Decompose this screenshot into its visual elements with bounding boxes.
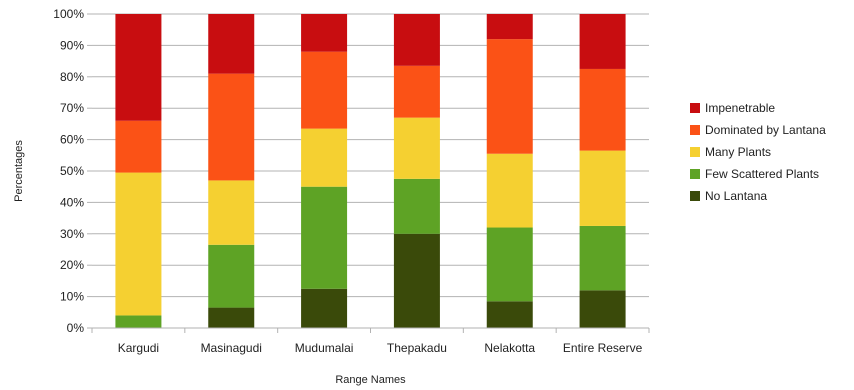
y-tick-label: 40% <box>60 195 84 209</box>
bar-segment <box>115 172 162 316</box>
bar-segment <box>115 120 162 173</box>
y-tick-label: 80% <box>60 70 84 84</box>
bar-segment <box>301 14 348 52</box>
bar-segment <box>301 128 348 187</box>
legend-label: No Lantana <box>705 189 767 203</box>
x-tick-label: Nelakotta <box>484 341 535 355</box>
legend-label: Dominated by Lantana <box>705 123 826 137</box>
legend-swatch <box>690 125 700 135</box>
x-tick-label: Entire Reserve <box>563 341 643 355</box>
bar-segment <box>486 301 533 328</box>
legend-swatch <box>690 191 700 201</box>
bar-segment <box>208 307 255 328</box>
y-axis-ticks: 0% 10% 20% 30% 40% 50% 60% 70% 80% 90% 100% <box>53 7 92 335</box>
bar-segment <box>393 117 440 179</box>
bar-segment <box>208 180 255 245</box>
bar-segment <box>486 14 533 40</box>
x-tick-label: Mudumalai <box>295 341 354 355</box>
x-tick-label: Masinagudi <box>201 341 262 355</box>
bar-segment <box>301 186 348 289</box>
bar-segment <box>486 39 533 154</box>
legend: Impenetrable Dominated by Lantana Many Pla… <box>690 101 826 203</box>
y-tick-label: 20% <box>60 258 84 272</box>
bar-segment <box>208 244 255 308</box>
y-tick-label: 70% <box>60 101 84 115</box>
bar-segment <box>579 68 626 151</box>
bars <box>115 14 626 328</box>
y-tick-label: 90% <box>60 38 84 52</box>
bar-segment <box>486 153 533 228</box>
bar-segment <box>579 14 626 69</box>
bar-segment <box>115 315 162 328</box>
y-axis-title: Percentages <box>13 140 25 202</box>
x-tick-label: Thepakadu <box>387 341 447 355</box>
x-tick-label: Kargudi <box>118 341 159 355</box>
bar-segment <box>301 288 348 328</box>
bar-segment <box>115 14 162 121</box>
x-axis-title: Range Names <box>335 374 406 386</box>
bar-segment <box>579 150 626 226</box>
y-tick-label: 10% <box>60 290 84 304</box>
legend-swatch <box>690 103 700 113</box>
y-tick-label: 30% <box>60 227 84 241</box>
legend-label: Impenetrable <box>705 101 775 115</box>
grid-lines <box>92 13 649 329</box>
legend-swatch <box>690 169 700 179</box>
bar-segment <box>393 14 440 66</box>
y-tick-label: 50% <box>60 164 84 178</box>
legend-label: Many Plants <box>705 145 771 159</box>
bar-segment <box>486 227 533 302</box>
x-axis-ticks: Kargudi Masinagudi Mudumalai Thepakadu Nelak… <box>91 328 650 355</box>
bar-segment <box>579 290 626 328</box>
legend-swatch <box>690 147 700 157</box>
y-tick-label: 0% <box>67 321 85 335</box>
bar-segment <box>393 65 440 118</box>
bar-segment <box>393 233 440 328</box>
bar-segment <box>301 51 348 129</box>
bar-segment <box>579 225 626 291</box>
bar-segment <box>208 73 255 181</box>
legend-label: Few Scattered Plants <box>705 167 819 181</box>
y-tick-label: 100% <box>53 7 84 21</box>
y-tick-label: 60% <box>60 133 84 147</box>
bar-segment <box>393 178 440 234</box>
bar-segment <box>208 14 255 74</box>
